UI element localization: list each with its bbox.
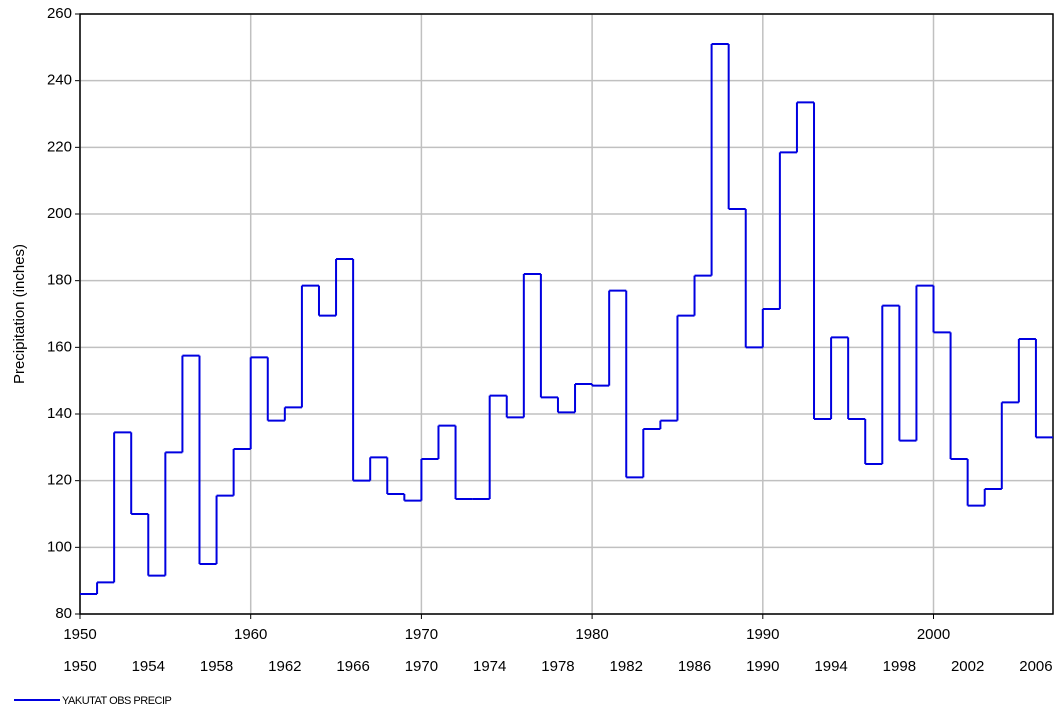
y-axis-label: Precipitation (inches) xyxy=(11,244,28,384)
x-tick-label: 1950 xyxy=(63,626,96,643)
x-tick-label-lower: 1986 xyxy=(678,658,711,675)
x-tick-label: 1970 xyxy=(405,626,438,643)
y-tick-label: 120 xyxy=(47,472,72,489)
x-tick-label: 1960 xyxy=(234,626,267,643)
y-tick-label: 200 xyxy=(47,205,72,222)
x-tick-label: 1990 xyxy=(746,626,779,643)
x-tick-label-lower: 1974 xyxy=(473,658,506,675)
plot-frame xyxy=(79,13,1054,615)
x-tick-label-lower: 1950 xyxy=(63,658,96,675)
x-tick-label-lower: 1982 xyxy=(610,658,643,675)
x-tick-label-lower: 1978 xyxy=(541,658,574,675)
x-tick-label-lower: 2002 xyxy=(951,658,984,675)
y-tick-label: 140 xyxy=(47,405,72,422)
x-tick-label-lower: 1994 xyxy=(814,658,847,675)
x-tick-label: 2000 xyxy=(917,626,950,643)
x-tick-label-lower: 1998 xyxy=(883,658,916,675)
x-tick-label-lower: 1990 xyxy=(746,658,779,675)
y-tick-label: 160 xyxy=(47,338,72,355)
x-tick-label-lower: 1966 xyxy=(336,658,369,675)
legend-label: YAKUTAT OBS PRECIP xyxy=(62,695,172,707)
y-tick-label: 260 xyxy=(47,5,72,22)
y-tick-label: 220 xyxy=(47,138,72,155)
plot-area xyxy=(80,14,1053,614)
step-riser xyxy=(96,44,1037,594)
y-tick-label: 80 xyxy=(55,605,72,622)
y-tick-label: 240 xyxy=(47,72,72,89)
x-tick-label-lower: 1958 xyxy=(200,658,233,675)
x-tick-label-lower: 1962 xyxy=(268,658,301,675)
y-tick-label: 180 xyxy=(47,272,72,289)
x-tick-label: 1980 xyxy=(575,626,608,643)
x-tick-label-lower: 1970 xyxy=(405,658,438,675)
y-tick-label: 100 xyxy=(47,538,72,555)
x-tick-label-lower: 2006 xyxy=(1019,658,1052,675)
x-tick-label-lower: 1954 xyxy=(132,658,165,675)
